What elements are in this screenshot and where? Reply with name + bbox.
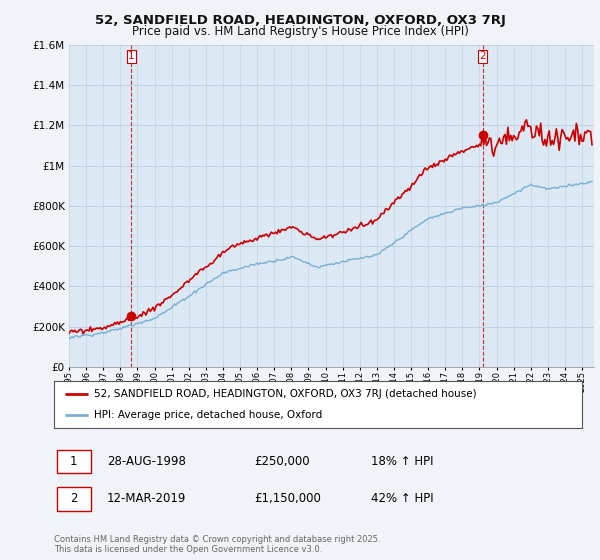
Text: 42% ↑ HPI: 42% ↑ HPI bbox=[371, 492, 433, 505]
Text: 28-AUG-1998: 28-AUG-1998 bbox=[107, 455, 185, 468]
Text: £1,150,000: £1,150,000 bbox=[254, 492, 322, 505]
Text: 52, SANDFIELD ROAD, HEADINGTON, OXFORD, OX3 7RJ: 52, SANDFIELD ROAD, HEADINGTON, OXFORD, … bbox=[95, 14, 505, 27]
Text: 1: 1 bbox=[70, 455, 77, 468]
FancyBboxPatch shape bbox=[56, 450, 91, 473]
Text: 52, SANDFIELD ROAD, HEADINGTON, OXFORD, OX3 7RJ (detached house): 52, SANDFIELD ROAD, HEADINGTON, OXFORD, … bbox=[94, 389, 476, 399]
Text: 12-MAR-2019: 12-MAR-2019 bbox=[107, 492, 186, 505]
Text: 18% ↑ HPI: 18% ↑ HPI bbox=[371, 455, 433, 468]
Text: HPI: Average price, detached house, Oxford: HPI: Average price, detached house, Oxfo… bbox=[94, 410, 322, 420]
Text: 1: 1 bbox=[128, 52, 135, 61]
FancyBboxPatch shape bbox=[56, 487, 91, 511]
Text: £250,000: £250,000 bbox=[254, 455, 310, 468]
Text: Price paid vs. HM Land Registry's House Price Index (HPI): Price paid vs. HM Land Registry's House … bbox=[131, 25, 469, 38]
Text: Contains HM Land Registry data © Crown copyright and database right 2025.
This d: Contains HM Land Registry data © Crown c… bbox=[54, 535, 380, 554]
Text: 2: 2 bbox=[70, 492, 77, 505]
Text: 2: 2 bbox=[479, 52, 486, 61]
